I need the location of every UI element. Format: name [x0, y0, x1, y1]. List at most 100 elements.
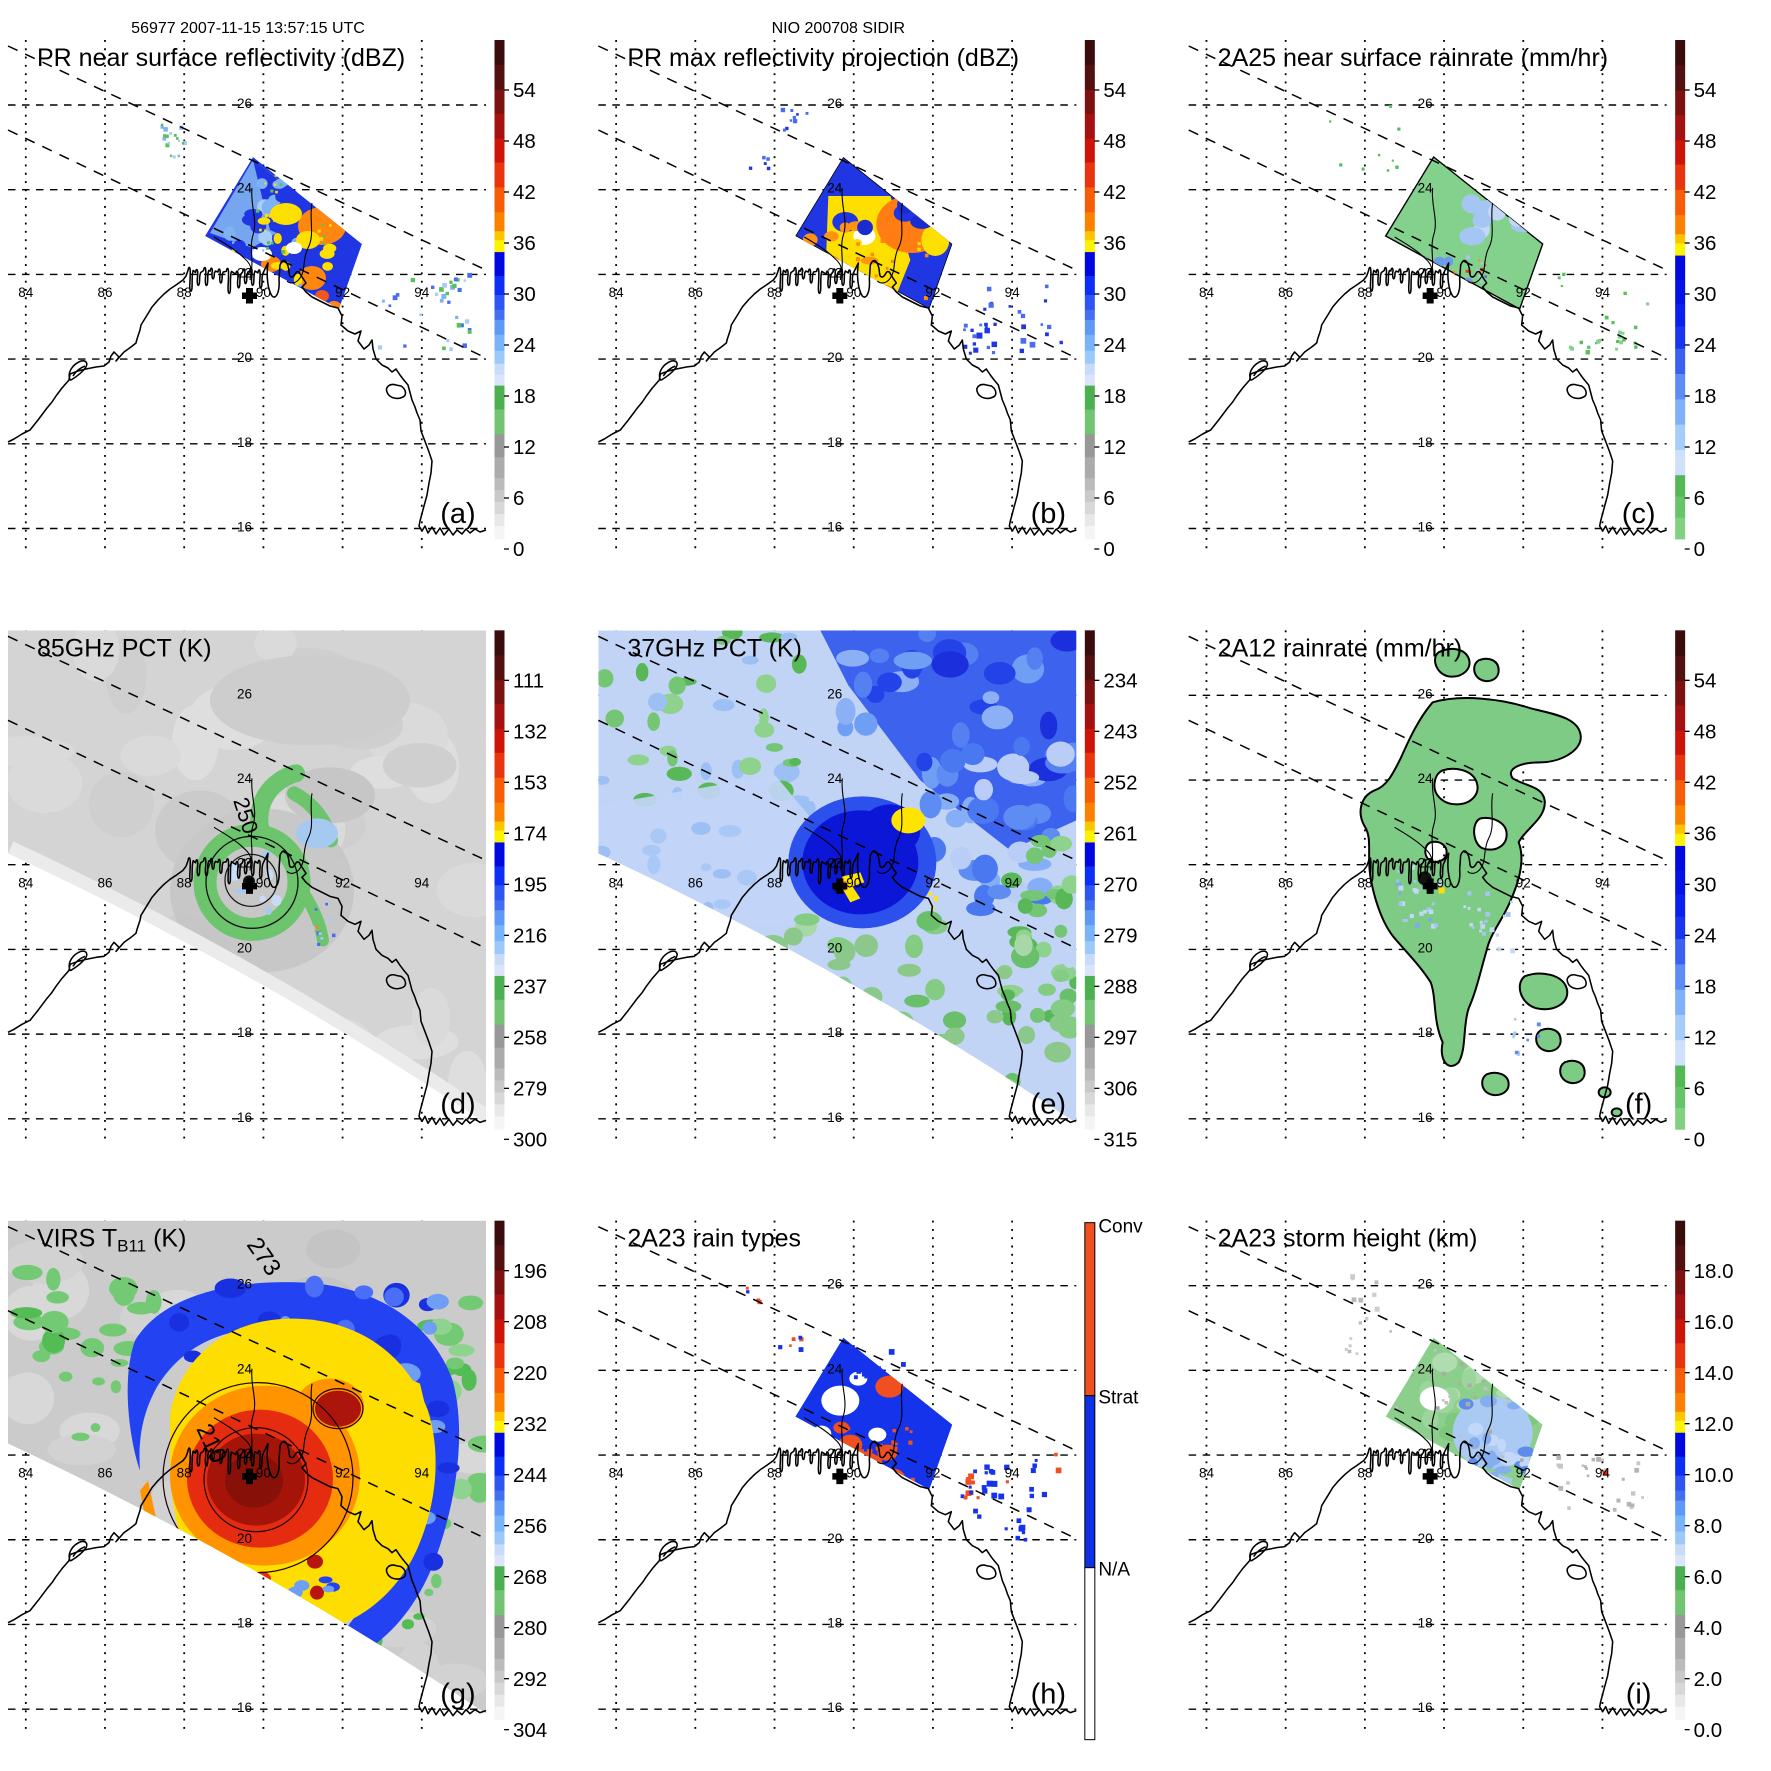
svg-text:36: 36 [1694, 232, 1717, 255]
svg-text:(g): (g) [440, 1679, 475, 1711]
svg-text:18.0: 18.0 [1694, 1260, 1734, 1283]
svg-text:48: 48 [513, 130, 536, 153]
svg-text:24: 24 [1694, 334, 1717, 357]
svg-text:8.0: 8.0 [1694, 1515, 1723, 1538]
svg-text:42: 42 [1694, 772, 1717, 795]
svg-text:14.0: 14.0 [1694, 1362, 1734, 1385]
svg-text:6: 6 [513, 487, 524, 510]
svg-text:288: 288 [1103, 976, 1137, 999]
svg-text:2.0: 2.0 [1694, 1668, 1723, 1691]
svg-text:(c): (c) [1622, 498, 1656, 530]
svg-text:243: 243 [1103, 721, 1137, 744]
svg-text:12: 12 [1694, 436, 1717, 459]
svg-text:(e): (e) [1031, 1088, 1066, 1120]
svg-text:48: 48 [1694, 130, 1717, 153]
svg-text:24: 24 [513, 334, 536, 357]
svg-text:304: 304 [513, 1719, 547, 1742]
svg-text:153: 153 [513, 772, 547, 795]
svg-text:54: 54 [513, 79, 536, 102]
svg-text:2A12 rainrate (mm/hr): 2A12 rainrate (mm/hr) [1218, 634, 1463, 662]
svg-text:256: 256 [513, 1515, 547, 1538]
svg-text:258: 258 [513, 1027, 547, 1050]
svg-text:10.0: 10.0 [1694, 1464, 1734, 1487]
svg-text:300: 300 [513, 1129, 547, 1152]
svg-text:12.0: 12.0 [1694, 1413, 1734, 1436]
svg-text:268: 268 [513, 1566, 547, 1589]
svg-text:279: 279 [1103, 925, 1137, 948]
svg-text:VIRS TB11 (K): VIRS TB11 (K) [37, 1225, 186, 1256]
svg-text:PR near surface reflectivity (: PR near surface reflectivity (dBZ) [37, 44, 405, 72]
svg-text:2A23 storm height (km): 2A23 storm height (km) [1218, 1225, 1478, 1253]
svg-text:2A23 rain types: 2A23 rain types [627, 1225, 801, 1253]
svg-text:(h): (h) [1031, 1679, 1066, 1711]
svg-text:N/A: N/A [1098, 1560, 1130, 1581]
svg-text:Strat: Strat [1098, 1388, 1139, 1409]
svg-text:18: 18 [1103, 385, 1126, 408]
svg-text:(d): (d) [440, 1088, 475, 1120]
svg-text:56977 2007-11-15 13:57:15 UTC: 56977 2007-11-15 13:57:15 UTC [131, 20, 365, 37]
svg-text:48: 48 [1103, 130, 1126, 153]
svg-text:196: 196 [513, 1260, 547, 1283]
svg-text:(f): (f) [1625, 1088, 1652, 1120]
svg-text:30: 30 [1103, 283, 1126, 306]
svg-text:18: 18 [513, 385, 536, 408]
svg-text:0: 0 [1694, 538, 1705, 561]
svg-text:37GHz PCT (K): 37GHz PCT (K) [627, 634, 802, 662]
svg-text:(a): (a) [440, 498, 475, 530]
svg-text:174: 174 [513, 823, 547, 846]
svg-text:Conv: Conv [1098, 1217, 1143, 1238]
svg-text:42: 42 [513, 181, 536, 204]
svg-text:261: 261 [1103, 823, 1137, 846]
svg-text:36: 36 [513, 232, 536, 255]
svg-text:85GHz PCT (K): 85GHz PCT (K) [37, 634, 212, 662]
svg-text:216: 216 [513, 925, 547, 948]
svg-text:42: 42 [1103, 181, 1126, 204]
svg-text:48: 48 [1694, 721, 1717, 744]
svg-text:6: 6 [1694, 1078, 1705, 1101]
svg-text:208: 208 [513, 1311, 547, 1334]
svg-text:252: 252 [1103, 772, 1137, 795]
svg-text:244: 244 [513, 1464, 547, 1487]
svg-text:NIO 200708 SIDIR: NIO 200708 SIDIR [772, 20, 905, 37]
svg-text:30: 30 [1694, 283, 1717, 306]
svg-text:0: 0 [1103, 538, 1114, 561]
svg-text:280: 280 [513, 1617, 547, 1640]
svg-text:18: 18 [1694, 385, 1717, 408]
svg-text:297: 297 [1103, 1027, 1137, 1050]
svg-text:6.0: 6.0 [1694, 1566, 1723, 1589]
svg-text:6: 6 [1103, 487, 1114, 510]
svg-text:4.0: 4.0 [1694, 1617, 1723, 1640]
svg-text:12: 12 [1694, 1027, 1717, 1050]
svg-text:54: 54 [1103, 79, 1126, 102]
svg-text:54: 54 [1694, 670, 1717, 693]
svg-text:36: 36 [1694, 823, 1717, 846]
svg-text:195: 195 [513, 874, 547, 897]
svg-text:234: 234 [1103, 670, 1137, 693]
svg-text:292: 292 [513, 1668, 547, 1691]
svg-text:24: 24 [1694, 925, 1717, 948]
svg-text:30: 30 [1694, 874, 1717, 897]
svg-text:0: 0 [513, 538, 524, 561]
svg-text:220: 220 [513, 1362, 547, 1385]
svg-text:12: 12 [1103, 436, 1126, 459]
svg-text:12: 12 [513, 436, 536, 459]
svg-text:237: 237 [513, 976, 547, 999]
svg-text:0: 0 [1694, 1129, 1705, 1152]
svg-text:279: 279 [513, 1078, 547, 1101]
svg-text:16.0: 16.0 [1694, 1311, 1734, 1334]
svg-text:(i): (i) [1626, 1679, 1652, 1711]
svg-text:42: 42 [1694, 181, 1717, 204]
svg-text:PR max reflectivity projection: PR max reflectivity projection (dBZ) [627, 44, 1019, 72]
svg-text:36: 36 [1103, 232, 1126, 255]
svg-text:(b): (b) [1031, 498, 1066, 530]
svg-text:306: 306 [1103, 1078, 1137, 1101]
svg-text:232: 232 [513, 1413, 547, 1436]
svg-text:132: 132 [513, 721, 547, 744]
svg-text:111: 111 [513, 670, 544, 693]
svg-text:6: 6 [1694, 487, 1705, 510]
svg-text:24: 24 [1103, 334, 1126, 357]
svg-text:30: 30 [513, 283, 536, 306]
svg-text:0.0: 0.0 [1694, 1719, 1723, 1742]
svg-text:18: 18 [1694, 976, 1717, 999]
svg-text:270: 270 [1103, 874, 1137, 897]
